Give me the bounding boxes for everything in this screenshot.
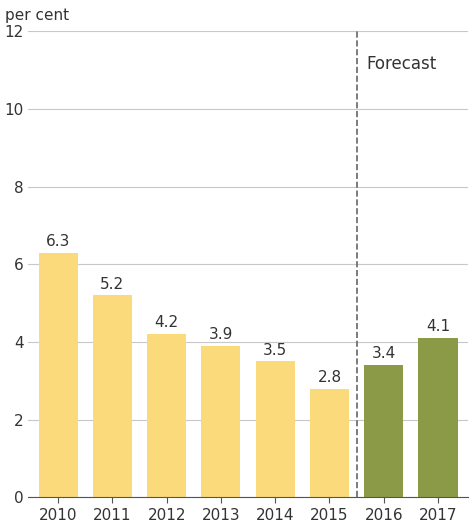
Bar	[310, 388, 349, 497]
Bar	[364, 365, 403, 497]
Text: 4.2: 4.2	[155, 315, 179, 330]
Text: 5.2: 5.2	[101, 277, 125, 291]
Text: 3.9: 3.9	[209, 327, 233, 342]
Bar	[202, 346, 240, 497]
Text: Forecast: Forecast	[366, 55, 437, 73]
Bar	[39, 252, 78, 497]
Bar	[256, 362, 295, 497]
Bar	[419, 338, 457, 497]
Bar	[93, 296, 132, 497]
Text: 6.3: 6.3	[46, 234, 70, 249]
Text: 3.4: 3.4	[371, 346, 396, 362]
Bar	[147, 334, 186, 497]
Text: 4.1: 4.1	[426, 319, 450, 334]
Text: 3.5: 3.5	[263, 343, 287, 357]
Text: 2.8: 2.8	[317, 370, 342, 385]
Text: per cent: per cent	[5, 8, 69, 23]
